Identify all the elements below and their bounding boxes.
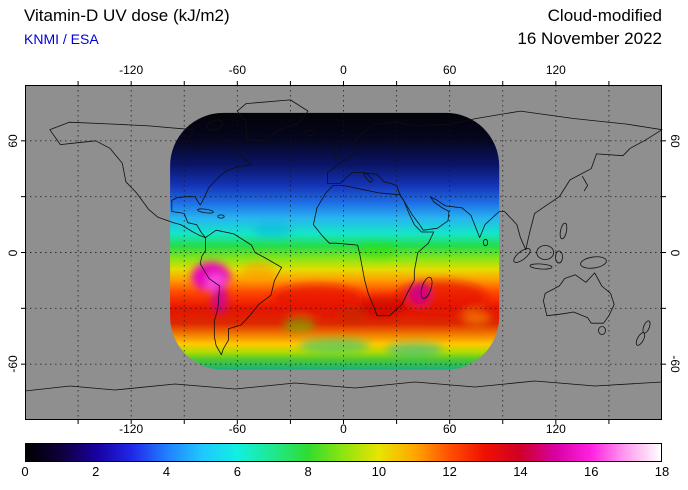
uv-dose-feature	[338, 306, 367, 322]
lat-tick-label-right: -60	[668, 355, 682, 373]
uv-dose-feature	[242, 261, 275, 281]
lon-tick-label-top: -60	[228, 63, 246, 77]
coastline-italy	[362, 172, 374, 183]
island-philippines	[559, 222, 568, 240]
colorbar-tick-label: 8	[304, 464, 312, 479]
colorbar	[25, 443, 662, 462]
island-baffin	[206, 119, 224, 131]
colorbar-tick-label: 2	[92, 464, 100, 479]
map-frame-border	[25, 85, 662, 420]
island-borneo	[536, 245, 555, 260]
lon-tick-label-bottom: -60	[228, 422, 246, 436]
island-iceland	[305, 129, 315, 137]
island-sumatra	[513, 248, 531, 263]
coastline-japan	[581, 176, 588, 192]
coastline-greenland	[236, 99, 309, 142]
colorbar-tick-label: 12	[442, 464, 457, 479]
uv-dose-feature	[253, 222, 293, 238]
uv-dose-features	[191, 222, 491, 357]
lon-tick-label-bottom: 120	[545, 422, 566, 436]
lat-tick-label-right: 0	[668, 249, 682, 256]
lat-tick-label-left: -60	[6, 355, 20, 373]
graticule-grid	[25, 85, 662, 420]
provider-label: KNMI / ESA	[24, 31, 99, 47]
uv-dose-feature	[385, 341, 443, 357]
coastline-eurasia	[327, 110, 663, 251]
colorbar-tick-label: 10	[371, 464, 387, 479]
island-madagascar	[420, 276, 433, 299]
axis-ticks	[21, 81, 666, 424]
island-sulawesi	[555, 250, 563, 264]
uv-dose-swath	[170, 112, 500, 370]
uv-dose-feature	[408, 282, 431, 305]
island-cuba	[197, 208, 214, 214]
lon-tick-label-top: 0	[340, 63, 347, 77]
lat-tick-label-right: 60	[668, 134, 682, 148]
coastlines	[24, 99, 663, 392]
lon-tick-label-top: 120	[545, 63, 566, 77]
world-map	[21, 81, 666, 424]
colorbar-tick-label: 4	[162, 464, 171, 479]
coastline-britain	[331, 144, 341, 158]
date-label: 16 November 2022	[517, 29, 662, 48]
island-new-zealand-south	[635, 332, 646, 346]
lon-tick-label-bottom: -120	[119, 422, 144, 436]
uv-dose-feature	[394, 280, 487, 314]
coastline-antarctica	[24, 380, 663, 392]
lat-tick-label-left: 60	[6, 134, 20, 148]
island-tasmania	[598, 326, 606, 335]
lon-tick-label-bottom: 60	[442, 422, 457, 436]
lat-tick-label-left: 0	[6, 249, 20, 256]
island-new-guinea	[580, 256, 607, 269]
lon-tick-label-top: -120	[119, 63, 144, 77]
colorbar-tick-label: 18	[654, 464, 670, 479]
colorbar-tick-label: 0	[21, 464, 29, 479]
colorbar-tick-label: 6	[233, 464, 241, 479]
island-hispaniola	[217, 214, 225, 219]
island-sri-lanka	[482, 238, 489, 247]
uv-dose-feature	[270, 284, 363, 314]
coastline-north-america	[49, 121, 252, 238]
coastline-south-america	[199, 229, 282, 356]
uv-dose-feature	[462, 310, 491, 326]
lon-tick-label-bottom: 0	[340, 422, 347, 436]
page-title: Vitamin-D UV dose (kJ/m2)	[24, 6, 230, 25]
coastline-australia	[543, 272, 615, 324]
uv-dose-feature	[359, 243, 399, 259]
colorbar-tick-label: 14	[513, 464, 528, 479]
uv-dose-feature	[211, 284, 228, 314]
uv-dose-feature	[283, 317, 316, 333]
lon-tick-label-top: 60	[442, 63, 457, 77]
island-java	[529, 263, 553, 270]
mode-label: Cloud-modified	[547, 6, 662, 25]
uv-dose-feature	[299, 338, 371, 353]
colorbar-tick-label: 16	[583, 464, 599, 479]
